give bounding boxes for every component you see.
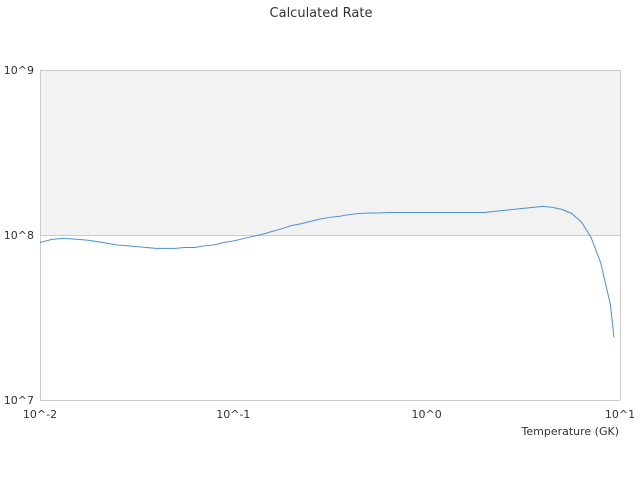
x-tick-label: 10^-2 — [23, 408, 57, 421]
y-tick-label: 10^8 — [4, 229, 34, 242]
x-tick-label: 10^0 — [412, 408, 442, 421]
tick-labels: 10^-2 10^-1 10^0 10^1 10^7 10^8 10^9 — [4, 64, 635, 421]
x-tick-label: 10^-1 — [216, 408, 250, 421]
x-axis-label: Temperature (GK) — [521, 425, 620, 438]
axes — [40, 70, 621, 401]
y-tick-label: 10^7 — [4, 394, 34, 407]
chart-title: Calculated Rate — [270, 6, 373, 21]
plot-band — [40, 70, 620, 235]
y-tick-label: 10^9 — [4, 64, 34, 77]
x-tick-label: 10^1 — [605, 408, 635, 421]
series-line — [39, 205, 615, 338]
